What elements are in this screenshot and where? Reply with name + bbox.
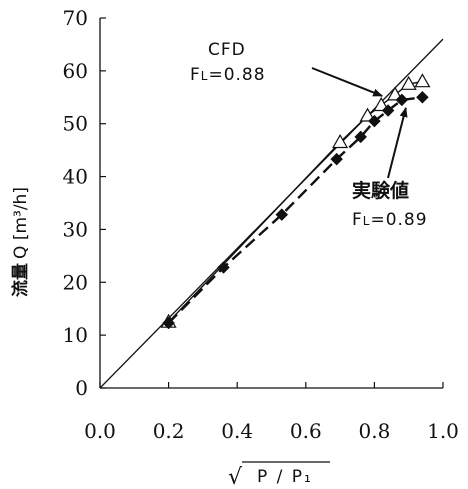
y-axis-label-bold: 流量 <box>10 263 31 297</box>
triangle-point <box>359 107 376 122</box>
x-tick-label: 0.6 <box>290 419 322 443</box>
x-tick-label: 0.0 <box>84 419 116 443</box>
annotation-exp-line1: 実験値 <box>352 179 409 202</box>
triangle-point <box>386 86 404 101</box>
annotation-experimental: 実験値 FL=0.89 <box>352 106 428 230</box>
annotation-exp-arrow <box>387 106 408 179</box>
x-axis-label-sqrt: √ <box>228 465 243 489</box>
annotation-cfd: CFD FL=0.88 <box>190 40 384 97</box>
triangle-point <box>414 73 431 88</box>
y-axis-label: 流量 Q [m³/h] <box>10 187 31 297</box>
annotation-cfd-line1: CFD <box>208 40 246 60</box>
diamond-point <box>395 93 409 107</box>
diamond-point <box>217 261 230 274</box>
x-tick-label: 1.0 <box>427 419 459 443</box>
annotation-exp-line2: FL=0.89 <box>352 210 428 230</box>
y-tick-label: 60 <box>63 59 88 83</box>
annotation-cfd-line2: FL=0.88 <box>190 65 266 85</box>
x-tick-label: 0.8 <box>358 419 390 443</box>
x-axis-label: √ P / P₁ <box>228 461 330 489</box>
x-axis-label-text: P / P₁ <box>257 467 313 487</box>
diamond-point <box>381 104 395 117</box>
y-tick-label: 50 <box>63 112 88 136</box>
y-tick-label: 70 <box>63 6 88 30</box>
y-tick-label: 0 <box>75 376 88 400</box>
x-tick-label: 0.2 <box>153 419 185 443</box>
y-tick-label: 20 <box>63 270 88 294</box>
series-1-line <box>167 96 423 324</box>
diamond-point <box>368 114 381 128</box>
x-tick-label: 0.4 <box>221 419 253 443</box>
y-axis-label-rest: Q [m³/h] <box>11 187 31 259</box>
y-tick-label: 40 <box>63 165 88 189</box>
annotation-cfd-arrow <box>311 67 384 97</box>
y-tick-label: 10 <box>63 323 88 347</box>
diamond-point <box>275 208 289 221</box>
y-tick-label: 30 <box>63 217 88 241</box>
diamond-point <box>162 316 175 330</box>
diamond-point <box>354 130 368 144</box>
triangle-point <box>373 97 390 112</box>
triangle-point <box>332 134 349 149</box>
diamond-point <box>416 90 429 104</box>
triangle-point <box>400 75 417 90</box>
diamond-point <box>330 152 344 166</box>
